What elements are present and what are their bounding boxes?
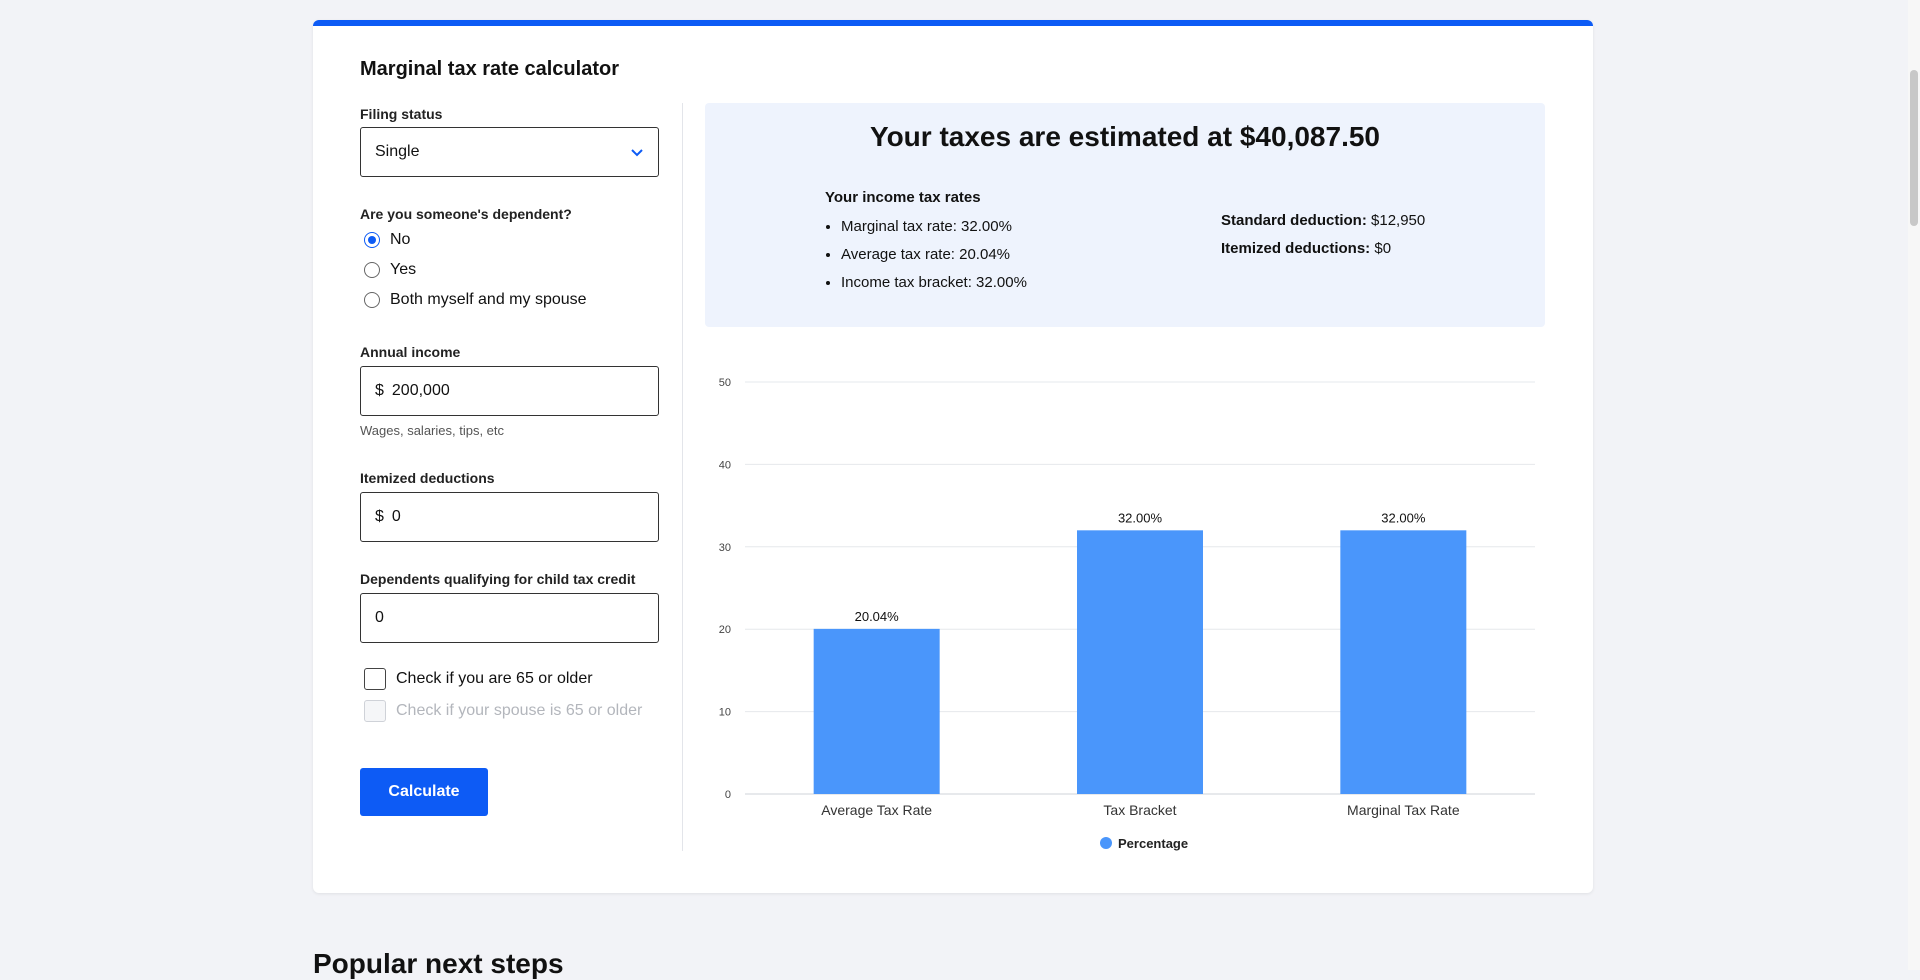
- chevron-down-icon: [631, 149, 643, 157]
- itemized-deductions-input[interactable]: [391, 508, 632, 526]
- y-tick-label: 40: [719, 459, 731, 471]
- rate-item-average: Average tax rate: 20.04%: [841, 241, 1027, 269]
- annual-income-field[interactable]: $: [360, 366, 659, 416]
- rate-item-bracket: Income tax bracket: 32.00%: [841, 269, 1027, 297]
- annual-income-hint: Wages, salaries, tips, etc: [360, 423, 505, 438]
- dependents-child-credit-label: Dependents qualifying for child tax cred…: [360, 571, 636, 587]
- rate-item-marginal: Marginal tax rate: 32.00%: [841, 213, 1027, 241]
- filing-status-value: Single: [375, 143, 420, 160]
- annual-income-input[interactable]: [391, 382, 632, 400]
- dependent-question-label: Are you someone's dependent?: [360, 206, 572, 222]
- radio-button[interactable]: [364, 262, 380, 278]
- y-tick-label: 20: [719, 624, 731, 636]
- itemized-deductions-field[interactable]: $: [360, 492, 659, 542]
- radio-label-no: No: [390, 231, 411, 248]
- age-65-label: Check if you are 65 or older: [396, 670, 593, 687]
- rates-list: Marginal tax rate: 32.00% Average tax ra…: [825, 213, 1027, 297]
- currency-prefix: $: [375, 382, 384, 399]
- bar: [1077, 530, 1203, 794]
- tax-rate-chart: 0 10 20 30 40 50 20.04% Average Tax Rate 32.00% T…: [719, 377, 1535, 851]
- y-tick-label: 0: [725, 789, 731, 801]
- page-scrollbar[interactable]: [1908, 0, 1920, 970]
- page-title: Marginal tax rate calculator: [360, 58, 619, 80]
- bar: [1340, 530, 1467, 794]
- standard-deduction-value: $12,950: [1371, 212, 1426, 229]
- results-panel: Your taxes are estimated at $40,087.50 Y…: [705, 103, 1545, 327]
- bar: [813, 628, 940, 794]
- radio-label-both: Both myself and my spouse: [390, 291, 587, 308]
- legend-marker: [1100, 837, 1112, 849]
- calculate-button[interactable]: Calculate: [360, 768, 488, 816]
- column-divider: [682, 103, 683, 851]
- x-tick-label: Tax Bracket: [1103, 802, 1176, 818]
- radio-both[interactable]: Both myself and my spouse: [364, 291, 587, 309]
- scrollbar-thumb[interactable]: [1910, 70, 1918, 226]
- x-tick-label: Average Tax Rate: [821, 802, 932, 818]
- y-tick-label: 50: [719, 377, 731, 389]
- dependents-child-credit-input[interactable]: [375, 609, 615, 627]
- spouse-65-checkbox-row: Check if your spouse is 65 or older: [364, 700, 642, 722]
- dependents-child-credit-field[interactable]: [360, 593, 659, 643]
- tax-estimate-headline: Your taxes are estimated at $40,087.50: [869, 121, 1380, 152]
- radio-yes[interactable]: Yes: [364, 261, 416, 279]
- spouse-65-checkbox: [364, 700, 386, 722]
- itemized-deductions-summary-label: Itemized deductions:: [1221, 240, 1371, 257]
- age-65-checkbox-row[interactable]: Check if you are 65 or older: [364, 668, 593, 690]
- filing-status-label: Filing status: [360, 106, 443, 122]
- currency-prefix: $: [375, 508, 384, 525]
- legend-label: Percentage: [1118, 836, 1188, 851]
- annual-income-label: Annual income: [360, 344, 461, 360]
- calculator-card: Marginal tax rate calculator Filing stat…: [313, 20, 1593, 893]
- itemized-deductions-summary-value: $0: [1374, 240, 1392, 257]
- spouse-65-label: Check if your spouse is 65 or older: [396, 702, 643, 719]
- rates-title: Your income tax rates: [825, 189, 981, 206]
- data-label: 32.00%: [1381, 510, 1426, 525]
- age-65-checkbox[interactable]: [364, 668, 386, 690]
- radio-button-selected[interactable]: [364, 232, 380, 248]
- x-tick-label: Marginal Tax Rate: [1347, 802, 1460, 818]
- itemized-deductions-label: Itemized deductions: [360, 470, 495, 486]
- data-label: 32.00%: [1118, 510, 1163, 525]
- radio-no[interactable]: No: [364, 231, 410, 249]
- standard-deduction: Standard deduction: $12,950: [1221, 212, 1425, 229]
- data-label: 20.04%: [855, 609, 900, 624]
- next-steps-heading: Popular next steps: [313, 948, 564, 979]
- radio-button[interactable]: [364, 292, 380, 308]
- y-tick-label: 30: [719, 542, 731, 554]
- standard-deduction-label: Standard deduction:: [1221, 212, 1367, 229]
- radio-label-yes: Yes: [390, 261, 417, 278]
- y-tick-label: 10: [719, 707, 731, 719]
- filing-status-select[interactable]: Single: [360, 127, 659, 177]
- itemized-deductions-summary: Itemized deductions: $0: [1221, 240, 1391, 257]
